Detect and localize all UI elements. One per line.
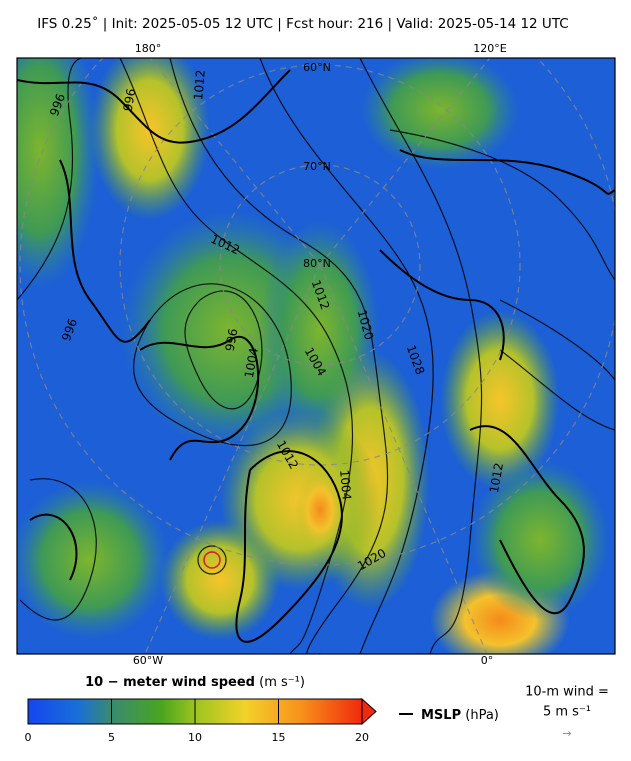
- wind-ref-arrow: →: [562, 727, 571, 740]
- contour-label: 1004: [242, 347, 261, 380]
- lat-label: 60°N: [303, 61, 331, 74]
- wind-ref-value: 5 m s⁻¹: [543, 705, 591, 720]
- colorbar-tick-label: 20: [355, 731, 369, 744]
- lat-label: 80°N: [303, 257, 331, 270]
- contour-label: 1012: [191, 69, 208, 101]
- mslp-label: MSLP: [421, 708, 461, 723]
- colorbar-extend: [361, 697, 377, 726]
- contour-label: 1012: [487, 462, 506, 495]
- colorbar-title-text: 10 − meter wind speed: [85, 675, 255, 690]
- lon-label: 0°: [481, 654, 494, 667]
- colorbar-tick-label: 15: [272, 731, 286, 744]
- title: IFS 0.25˚ | Init: 2025-05-05 12 UTC | Fc…: [37, 15, 568, 32]
- colorbar-tick-label: 10: [188, 731, 202, 744]
- contour-label: 996: [223, 327, 241, 352]
- mslp-unit: (hPa): [465, 708, 499, 723]
- map-frame: [16, 57, 616, 655]
- contour-label: 996: [121, 87, 139, 112]
- contour-label: 1004: [337, 469, 354, 501]
- map-field: [17, 58, 615, 654]
- colorbar-tick-label: 0: [25, 731, 32, 744]
- wind-ref-label: 10-m wind =: [525, 685, 609, 700]
- mslp-legend: MSLP (hPa): [421, 708, 499, 723]
- colorbar-unit: (m s⁻¹): [259, 675, 305, 690]
- lon-label: 120°E: [473, 42, 506, 55]
- colorbar-tick-label: 5: [108, 731, 115, 744]
- colorbar-title: 10 − meter wind speed (m s⁻¹): [85, 675, 305, 690]
- lat-label: 70°N: [303, 160, 331, 173]
- lon-label: 180°: [135, 42, 162, 55]
- lon-label: 60°W: [133, 654, 163, 667]
